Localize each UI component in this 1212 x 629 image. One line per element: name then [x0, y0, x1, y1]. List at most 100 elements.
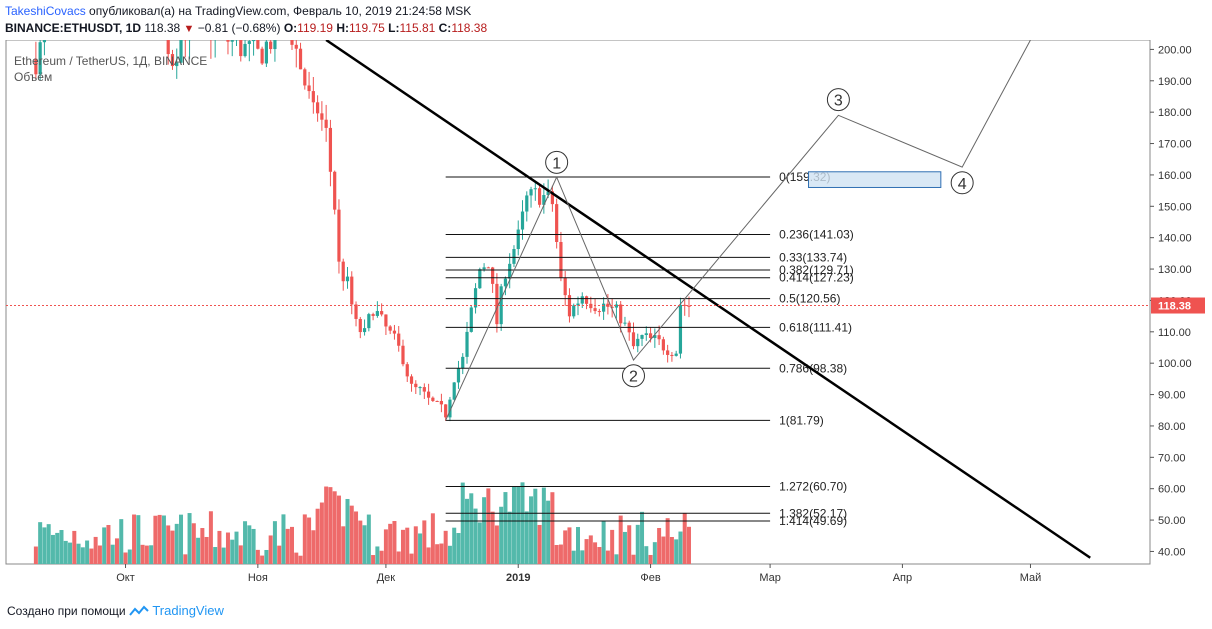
volume-bar: [567, 527, 572, 564]
candle-body: [495, 283, 499, 325]
x-tick-label: Мар: [759, 572, 781, 584]
volume-bar: [546, 500, 551, 564]
volume-bar: [409, 553, 414, 564]
candle-body: [298, 48, 303, 70]
candle-body: [465, 331, 469, 357]
volume-bar: [447, 545, 452, 564]
y-tick-label: 190.00: [1158, 76, 1192, 88]
candle-body: [602, 303, 606, 312]
high-label: H:: [336, 21, 349, 35]
y-tick-label: 130.00: [1158, 264, 1192, 276]
volume-bar: [379, 550, 384, 564]
x-tick-label: Окт: [116, 572, 135, 584]
volume-bar: [149, 545, 154, 564]
volume-bar: [524, 511, 529, 564]
volume-bar: [311, 530, 316, 564]
volume-bar: [674, 539, 679, 564]
candle-body: [508, 263, 512, 279]
candle-body: [303, 69, 307, 86]
candle-body: [324, 119, 328, 128]
volume-bar: [140, 544, 145, 564]
volume-bar: [97, 545, 102, 564]
volume-bar: [38, 522, 43, 564]
volume-bar: [76, 543, 81, 564]
volume-bar: [460, 482, 465, 564]
volume-bar: [136, 515, 141, 564]
candle-body: [619, 304, 623, 324]
y-tick-label: 60.00: [1158, 484, 1186, 496]
candle-body: [623, 322, 627, 324]
candle-body: [469, 307, 473, 332]
wave-marker: [826, 88, 850, 112]
y-tick-label: 150.00: [1158, 201, 1192, 213]
candle-body: [273, 40, 277, 50]
volume-bar: [593, 542, 598, 564]
candle-body: [397, 333, 401, 346]
candle-body: [42, 40, 47, 43]
publish-line: TakeshiCovacs опубликовал(а) на TradingV…: [5, 3, 1145, 20]
volume-bar: [413, 526, 418, 564]
volume-bar: [439, 543, 444, 564]
volume-bar: [183, 554, 188, 564]
volume-bar: [272, 521, 277, 564]
volume-bar: [678, 531, 683, 564]
volume-bar: [144, 545, 149, 564]
y-tick-label: 40.00: [1158, 546, 1186, 558]
volume-bar: [580, 550, 585, 564]
volume-bar: [443, 530, 448, 564]
volume-bar: [627, 525, 632, 564]
volume-bar: [533, 488, 538, 564]
volume-bar: [68, 542, 73, 564]
volume-bar: [563, 530, 568, 564]
volume-bar: [161, 515, 166, 564]
volume-bar: [153, 515, 158, 564]
candle-body: [380, 311, 384, 315]
chart-header: TakeshiCovacs опубликовал(а) на TradingV…: [5, 3, 1145, 39]
candle-body: [631, 332, 636, 347]
tradingview-brand[interactable]: TradingView: [152, 603, 224, 618]
volume-bar: [230, 539, 235, 564]
volume-bar: [614, 554, 619, 564]
volume-bar: [294, 552, 299, 564]
volume-bar: [371, 555, 376, 564]
price-chart[interactable]: 0(159.32)0.236(141.03)0.33(133.74)0.382(…: [0, 40, 1212, 595]
candle-body: [179, 40, 183, 63]
volume-bar: [430, 513, 435, 564]
candle-body: [358, 318, 362, 333]
candle-body: [328, 127, 333, 172]
author-link[interactable]: TakeshiCovacs: [5, 4, 86, 18]
candle-body: [678, 304, 683, 354]
volume-bar: [584, 539, 589, 564]
volume-bar: [260, 555, 265, 564]
volume-bar: [106, 524, 111, 564]
fib-level-label: 0.5(120.56): [779, 292, 840, 306]
candle-body: [597, 311, 601, 313]
candle-body: [687, 305, 691, 307]
volume-bar: [324, 486, 329, 564]
candle-body: [34, 58, 38, 75]
candle-body: [448, 399, 452, 418]
candle-body: [230, 40, 234, 42]
volume-bar: [59, 530, 64, 564]
volume-bar: [652, 542, 657, 564]
candle-body: [431, 397, 435, 401]
candle-body: [491, 267, 495, 284]
ohlc-line: BINANCE:ETHUSDT, 1D 118.38 ▼ −0.81 (−0.6…: [5, 20, 1145, 38]
candle-body: [418, 387, 422, 389]
y-tick-label: 50.00: [1158, 515, 1186, 527]
candle-body: [333, 171, 337, 210]
candle-body: [337, 209, 341, 262]
volume-bar: [302, 514, 307, 564]
candle-body: [256, 40, 260, 49]
x-tick-label: Апр: [893, 572, 912, 584]
candle-body: [486, 267, 490, 269]
volume-bar: [682, 513, 687, 564]
candle-body: [414, 383, 418, 388]
candle-body: [516, 229, 520, 250]
volume-bar: [644, 546, 649, 564]
volume-bar: [499, 506, 504, 564]
candle-body: [674, 353, 678, 356]
chart-area[interactable]: 0(159.32) 0.236(141.03) 0.33(133.74) 0.382(…: [0, 40, 1212, 595]
volume-bar: [635, 524, 640, 564]
volume-bar: [225, 532, 230, 564]
